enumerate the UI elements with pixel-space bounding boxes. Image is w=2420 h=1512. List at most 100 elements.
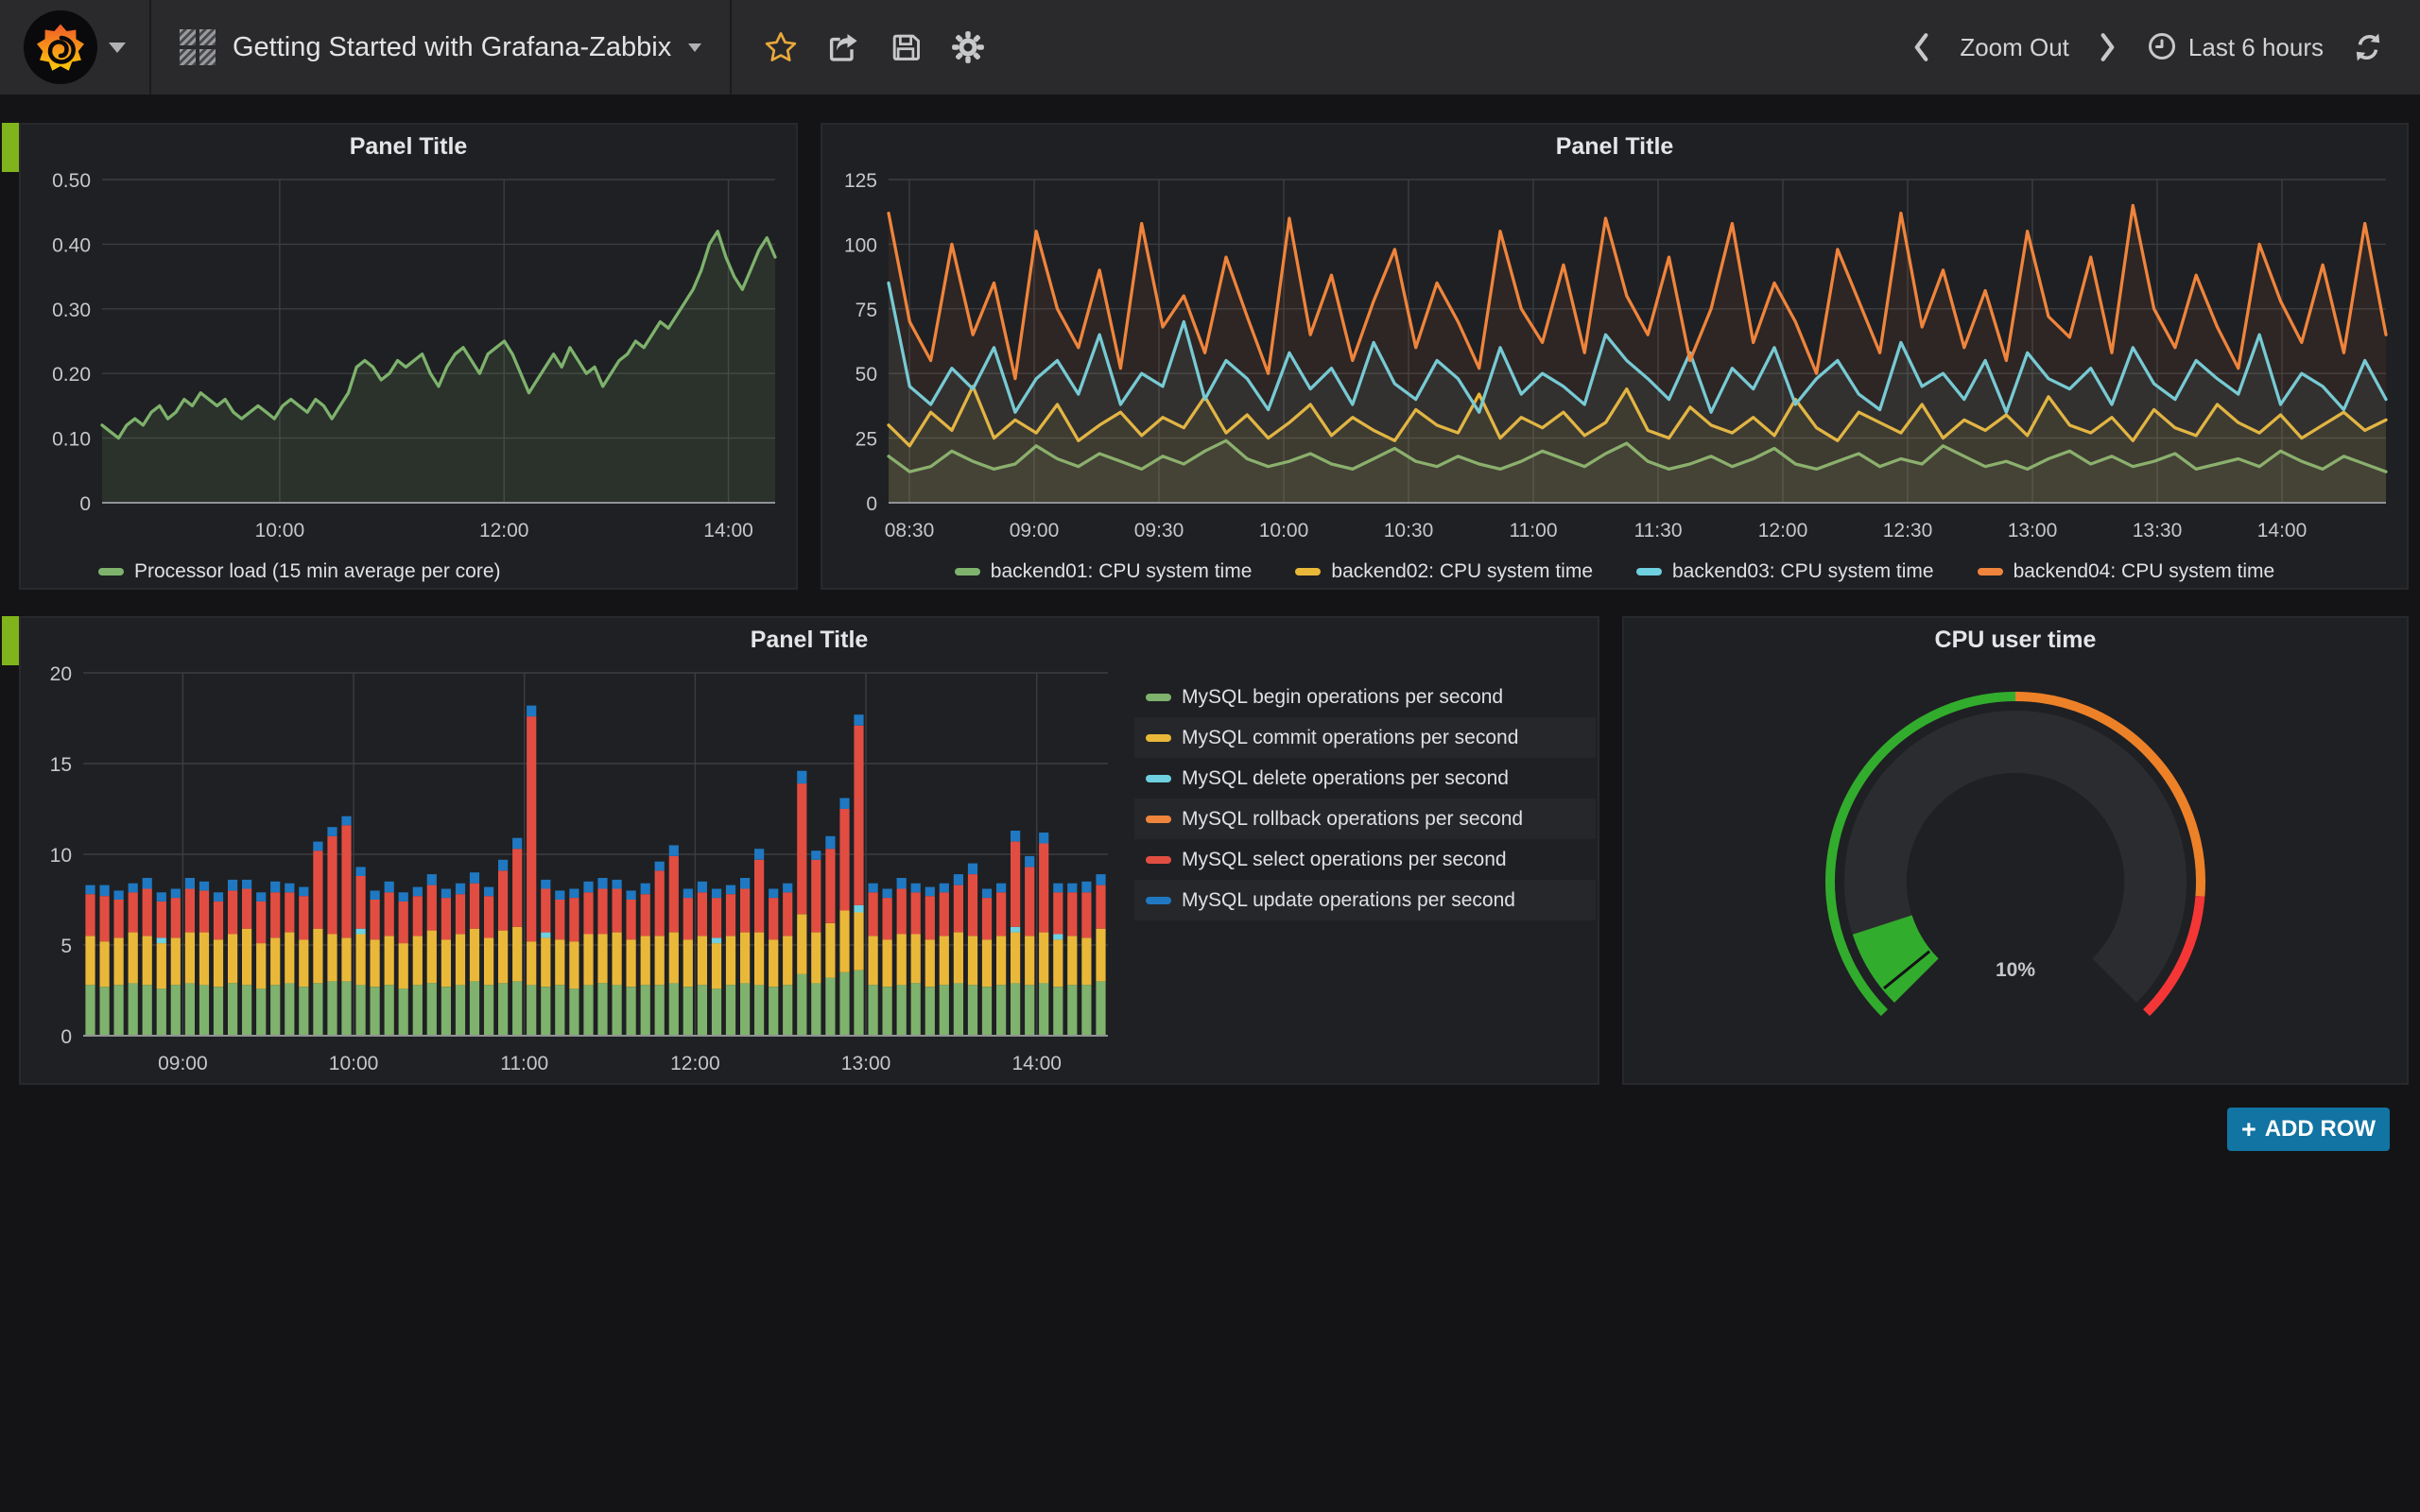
zoom-out-button[interactable]: Zoom Out — [1960, 32, 2069, 61]
share-button[interactable] — [826, 30, 860, 64]
clock-icon — [2147, 31, 2177, 64]
panel-title[interactable]: Panel Title — [750, 626, 869, 653]
svg-text:10:00: 10:00 — [1259, 520, 1309, 541]
svg-text:10%: 10% — [1996, 959, 2035, 981]
panel-processor-load: Panel Title 0 0.10 0.20 0.30 0.40 0.50 10:00 12… — [19, 123, 798, 590]
legend-item[interactable]: Processor load (15 min average per core) — [98, 560, 501, 583]
legend-item[interactable]: MySQL update operations per second — [1134, 880, 1596, 920]
panel-cpu-user-time: CPU user time 10% — [1622, 616, 2409, 1085]
legend-label: backend02: CPU system time — [1331, 560, 1593, 582]
dashboard-picker[interactable]: Getting Started with Grafana-Zabbix — [151, 0, 730, 94]
stacked-bar-chart[interactable]: 0 5 10 15 20 09:00 10:00 11:00 12:00 13:00 14:00 — [21, 662, 1598, 1084]
svg-text:10:00: 10:00 — [255, 520, 305, 541]
legend-item[interactable]: MySQL delete operations per second — [1134, 758, 1596, 799]
svg-text:11:00: 11:00 — [1510, 520, 1558, 541]
legend: Processor load (15 min average per core) — [21, 551, 796, 593]
svg-text:10:30: 10:30 — [1384, 520, 1434, 541]
settings-button[interactable] — [951, 30, 985, 64]
svg-text:0.20: 0.20 — [52, 364, 91, 386]
legend-item[interactable]: backend02: CPU system time — [1295, 560, 1593, 583]
legend-swatch — [98, 568, 124, 576]
svg-text:12:00: 12:00 — [670, 1053, 720, 1074]
grafana-logo-button[interactable] — [0, 0, 151, 94]
svg-text:14:00: 14:00 — [2257, 520, 2308, 541]
svg-text:14:00: 14:00 — [1011, 1053, 1062, 1074]
panel-mysql-operations: Panel Title 0 5 10 15 20 09:00 10:00 11:00 12:00… — [19, 616, 1599, 1085]
svg-text:08:30: 08:30 — [885, 520, 935, 541]
legend-swatch — [1146, 896, 1171, 904]
svg-text:09:00: 09:00 — [1010, 520, 1060, 541]
legend-item[interactable]: MySQL commit operations per second — [1134, 717, 1596, 758]
time-series-chart[interactable]: 0 0.10 0.20 0.30 0.40 0.50 10:00 12:00 14:00 — [21, 168, 796, 551]
svg-text:11:30: 11:30 — [1634, 520, 1683, 541]
legend-item[interactable]: MySQL rollback operations per second — [1134, 799, 1596, 839]
panel-cpu-system-time: Panel Title 0 25 50 75 100 125 08:30 09:00 09:30… — [821, 123, 2409, 590]
legend-label: backend04: CPU system time — [2013, 560, 2275, 582]
svg-text:0: 0 — [866, 493, 877, 515]
svg-text:0: 0 — [60, 1026, 72, 1048]
svg-text:12:00: 12:00 — [1758, 520, 1808, 541]
divider — [730, 0, 733, 94]
legend-swatch — [1977, 568, 2003, 576]
legend-label: MySQL select operations per second — [1182, 848, 1507, 870]
svg-text:12:30: 12:30 — [1883, 520, 1933, 541]
svg-text:0.10: 0.10 — [52, 429, 91, 451]
svg-text:100: 100 — [844, 234, 877, 256]
legend-item[interactable]: MySQL select operations per second — [1134, 839, 1596, 880]
save-button[interactable] — [889, 30, 923, 64]
legend-swatch — [1146, 815, 1171, 823]
legend-item[interactable]: backend01: CPU system time — [954, 560, 1253, 583]
svg-text:0.50: 0.50 — [52, 170, 91, 192]
legend-swatch — [1146, 733, 1171, 742]
legend-swatch — [1146, 855, 1171, 864]
svg-text:12:00: 12:00 — [479, 520, 529, 541]
star-button[interactable] — [764, 30, 798, 64]
legend-item[interactable]: MySQL begin operations per second — [1134, 677, 1596, 717]
time-range-label: Last 6 hours — [2187, 32, 2324, 61]
dashboard-grid-icon — [180, 29, 216, 65]
svg-text:20: 20 — [50, 663, 72, 685]
svg-text:09:30: 09:30 — [1134, 520, 1184, 541]
panel-title[interactable]: Panel Title — [349, 132, 468, 160]
legend-label: MySQL rollback operations per second — [1182, 807, 1524, 830]
legend-swatch — [1146, 693, 1171, 701]
legend: MySQL begin operations per second MySQL … — [1134, 677, 1596, 920]
add-row-button[interactable]: + ADD ROW — [2227, 1108, 2390, 1151]
svg-text:13:00: 13:00 — [841, 1053, 891, 1074]
plus-icon: + — [2240, 1114, 2256, 1143]
legend-label: MySQL update operations per second — [1182, 888, 1515, 911]
time-controls: Zoom Out Last 6 hours — [1910, 31, 2420, 64]
svg-text:13:30: 13:30 — [2133, 520, 2183, 541]
svg-text:10:00: 10:00 — [329, 1053, 379, 1074]
time-shift-forward-button[interactable] — [2098, 31, 2118, 63]
legend-swatch — [1295, 568, 1322, 576]
legend-label: backend01: CPU system time — [990, 560, 1253, 582]
legend-swatch — [1636, 568, 1662, 576]
svg-text:5: 5 — [60, 936, 72, 957]
legend-swatch — [954, 568, 980, 576]
panel-title[interactable]: CPU user time — [1934, 626, 2097, 653]
svg-text:15: 15 — [50, 754, 72, 776]
svg-text:50: 50 — [856, 364, 877, 386]
legend-label: MySQL begin operations per second — [1182, 685, 1504, 708]
gauge-chart[interactable]: 10% — [1722, 671, 2308, 1069]
time-shift-back-button[interactable] — [1910, 31, 1931, 63]
refresh-button[interactable] — [2352, 31, 2384, 63]
svg-text:0: 0 — [79, 493, 91, 515]
caret-down-icon — [109, 42, 126, 53]
svg-text:25: 25 — [856, 429, 877, 451]
time-range-button[interactable]: Last 6 hours — [2147, 31, 2324, 64]
legend: backend01: CPU system time backend02: CP… — [822, 551, 2407, 593]
svg-text:14:00: 14:00 — [703, 520, 753, 541]
svg-text:11:00: 11:00 — [500, 1053, 548, 1074]
navbar: Getting Started with Grafana-Zabbix — [0, 0, 2420, 94]
panel-title[interactable]: Panel Title — [1555, 132, 1674, 160]
legend-item[interactable]: backend03: CPU system time — [1636, 560, 1934, 583]
legend-label: MySQL delete operations per second — [1182, 766, 1509, 789]
grafana-logo-icon — [24, 10, 97, 84]
svg-text:13:00: 13:00 — [2008, 520, 2058, 541]
time-series-chart[interactable]: 0 25 50 75 100 125 08:30 09:00 09:30 10:00 10:30 11… — [822, 168, 2407, 551]
svg-text:09:00: 09:00 — [158, 1053, 208, 1074]
legend-item[interactable]: backend04: CPU system time — [1977, 560, 2275, 583]
svg-text:0.30: 0.30 — [52, 300, 91, 321]
